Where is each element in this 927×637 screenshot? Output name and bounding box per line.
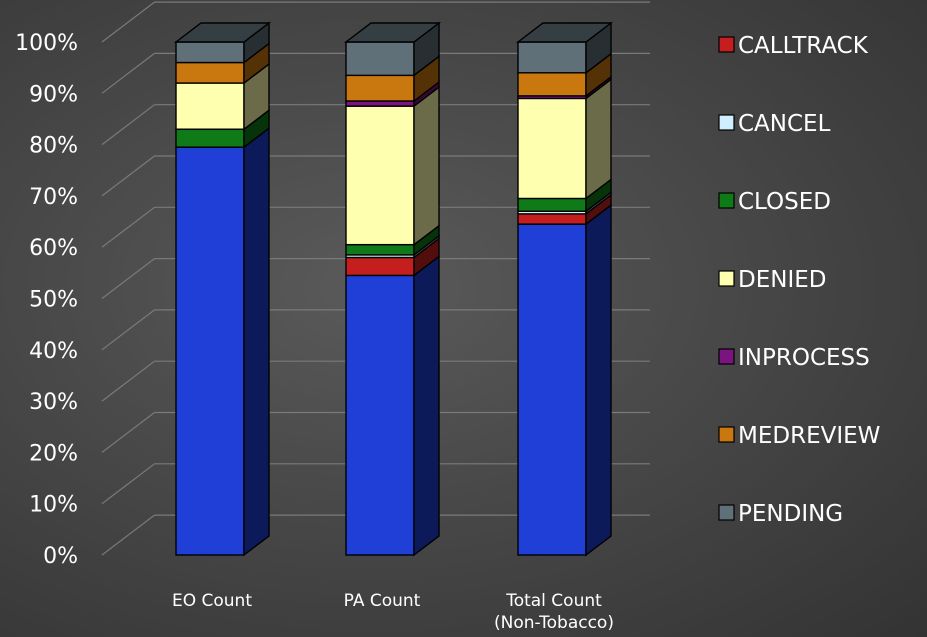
bar-segment-front <box>517 41 587 74</box>
legend-item: DENIED <box>718 267 826 293</box>
y-tick-label: 20% <box>29 441 78 466</box>
bar-segment-front <box>175 146 245 556</box>
bar-stack <box>515 21 614 557</box>
legend-label: CANCEL <box>738 111 831 137</box>
gridline-diagonal <box>101 309 155 351</box>
legend-item: INPROCESS <box>718 345 870 371</box>
bar-segment-side <box>585 203 612 557</box>
bar-top-face <box>343 22 442 43</box>
legend-swatch <box>718 270 735 287</box>
bar-top-face <box>515 22 614 43</box>
legend-label: PENDING <box>738 501 843 527</box>
legend-item: MEDREVIEW <box>718 423 880 449</box>
legend-item: CALLTRACK <box>718 33 869 59</box>
bars <box>173 21 614 557</box>
y-tick-label: 60% <box>29 236 78 261</box>
y-tick-label: 10% <box>29 493 78 518</box>
gridline-diagonal <box>101 463 155 505</box>
legend-label: CLOSED <box>738 189 831 215</box>
bar-segment-front <box>517 197 587 212</box>
bar-stack <box>173 21 272 557</box>
legend-swatch <box>718 348 735 365</box>
y-tick-label: 0% <box>43 544 78 569</box>
gridline-diagonal <box>101 52 155 94</box>
bar-segment-front <box>345 274 415 556</box>
y-tick-label: 70% <box>29 185 78 210</box>
y-tick-label: 90% <box>29 82 78 107</box>
bar-stack <box>343 21 442 557</box>
bar-segment-front <box>345 100 415 107</box>
y-tick-label: 30% <box>29 390 78 415</box>
legend-swatch <box>718 114 735 131</box>
legend-swatch <box>718 36 735 53</box>
gridline-diagonal <box>101 258 155 299</box>
gridline-diagonal <box>101 104 155 146</box>
legend-label: INPROCESS <box>738 345 870 371</box>
bar-segment-front <box>175 128 245 148</box>
bar-segment-front <box>175 61 245 84</box>
y-tick-label: 100% <box>15 31 78 56</box>
gridline-diagonal <box>101 155 155 197</box>
legend-label: DENIED <box>738 267 826 293</box>
gridline-diagonal <box>101 206 155 248</box>
y-tick-label: 50% <box>29 288 78 313</box>
bar-segment-side <box>243 126 270 557</box>
y-tick-label: 40% <box>29 339 78 364</box>
bar-segment-front <box>345 105 415 246</box>
bar-segment-front <box>345 41 415 77</box>
legend-label: CALLTRACK <box>738 33 869 59</box>
legend: CALLTRACK CANCEL CLOSED DENIED INPROCESS MEDR… <box>718 33 880 527</box>
legend-swatch <box>718 504 735 521</box>
gridline-diagonal <box>101 360 155 402</box>
y-axis-tick-labels: 0% 10% 20% 30% 40% 50% 60% 70% 80% 90% 100% <box>15 31 78 569</box>
legend-swatch <box>718 426 735 443</box>
bar-segment-front <box>345 74 415 102</box>
legend-item: CANCEL <box>718 111 831 137</box>
bar-segment-front <box>517 223 587 556</box>
x-axis-category-labels: EO Count PA Count Total Count (Non-Tobacco) <box>172 591 614 633</box>
bar-segment-front <box>517 213 587 225</box>
bar-segment-front <box>175 41 245 64</box>
bar-segment-front <box>175 82 245 130</box>
bar-segment-front <box>517 72 587 97</box>
bar-segment-side <box>413 255 440 557</box>
legend-item: PENDING <box>718 501 843 527</box>
gridline-diagonal <box>101 412 155 453</box>
bar-segment-front <box>345 243 415 256</box>
bar-segment-side <box>413 85 440 247</box>
gridline-diagonal <box>101 1 155 43</box>
x-category-label: PA Count <box>344 591 421 611</box>
bar-segment-front <box>517 97 587 200</box>
x-category-label: Total Count (Non-Tobacco) <box>494 591 614 633</box>
bar-segment-side <box>585 78 612 200</box>
bar-segment-front <box>345 256 415 277</box>
x-category-label: EO Count <box>172 591 252 611</box>
legend-item: CLOSED <box>718 189 831 215</box>
gridline-diagonal <box>101 514 155 556</box>
y-tick-label: 80% <box>29 134 78 159</box>
legend-label: MEDREVIEW <box>738 423 880 449</box>
bar-top-face <box>173 22 272 43</box>
legend-swatch <box>718 192 735 209</box>
